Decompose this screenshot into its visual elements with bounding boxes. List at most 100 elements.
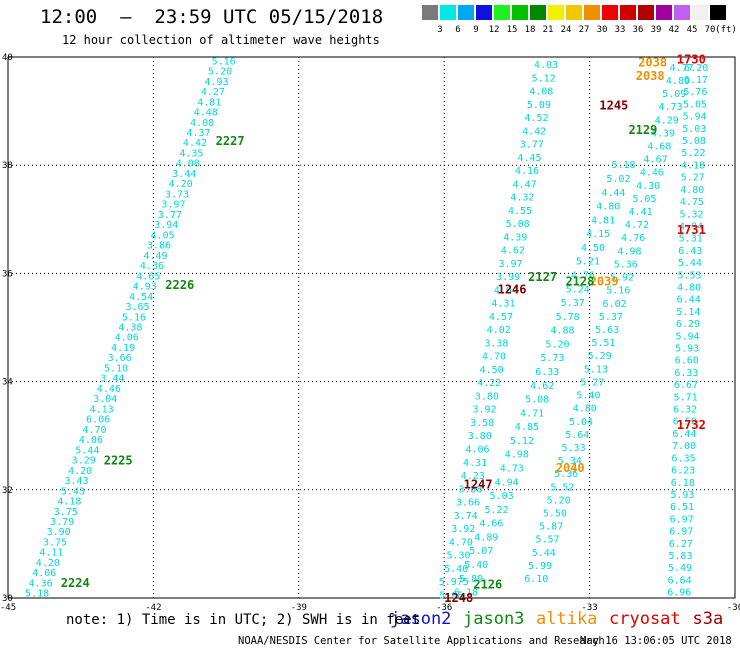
wave-height-value: 3.92 [473, 405, 497, 416]
wave-height-value: 4.70 [82, 425, 106, 436]
legend-label: 27 [578, 25, 590, 35]
wave-height-value: 5.03 [490, 491, 514, 502]
y-tick-label: 40 [2, 53, 13, 63]
wave-height-value: 5.05 [683, 99, 707, 110]
wave-height-value: 4.68 [647, 141, 671, 152]
wave-height-value: 6.67 [674, 380, 698, 391]
wave-height-value: 3.29 [72, 456, 96, 467]
wave-height-value: 6.18 [454, 588, 478, 599]
wave-height-value: 4.04 [494, 285, 518, 296]
wave-height-value: 4.75 [680, 197, 704, 208]
wave-height-value: 5.50 [543, 509, 567, 520]
wave-height-value: 5.07 [469, 546, 493, 557]
wave-height-value: 3.66 [108, 353, 132, 364]
wave-height-value: 5.34 [558, 456, 582, 467]
pass-time-label: 1246 [498, 283, 527, 297]
wave-height-value: 4.06 [115, 333, 139, 344]
wave-height-value: 5.06 [439, 590, 463, 601]
wave-height-value: 4.94 [495, 477, 519, 488]
wave-height-value: 6.23 [671, 466, 695, 477]
satellite-label: s3a [692, 609, 724, 629]
pass-time-label: 1732 [677, 418, 706, 432]
wave-height-value: 6.18 [671, 478, 695, 489]
pass-time-label: 1248 [444, 591, 473, 605]
wave-height-value: 4.06 [32, 568, 56, 579]
wave-height-value: 6.33 [674, 368, 698, 379]
wave-height-value: 4.32 [510, 193, 534, 204]
chart-subtitle: 12 hour collection of altimeter wave hei… [62, 33, 380, 47]
legend-swatch [458, 5, 474, 20]
pass-time-label: 2040 [556, 461, 585, 475]
wave-height-value: 5.33 [562, 443, 586, 454]
wave-height-value: 5.20 [208, 67, 232, 78]
wave-height-value: 4.20 [169, 179, 193, 190]
wave-height-value: 5.14 [676, 307, 700, 318]
wave-height-value: 6.50 [673, 417, 697, 428]
wave-height-value: 4.77 [670, 63, 694, 74]
wave-height-value: 5.18 [25, 589, 49, 600]
wave-height-value: 6.32 [673, 405, 697, 416]
wave-height-value: 5.32 [679, 209, 703, 220]
wave-height-value: 4.22 [477, 378, 501, 389]
wave-height-value: 4.30 [636, 181, 660, 192]
wave-height-value: 4.89 [666, 76, 690, 87]
wave-height-value: 6.44 [677, 295, 701, 306]
legend-label: 15 [506, 25, 518, 35]
wave-height-value: 4.45 [517, 153, 541, 164]
legend-swatch [584, 5, 600, 20]
wave-height-value: 3.80 [468, 431, 492, 442]
x-tick-label: -39 [291, 603, 307, 613]
pass-time-label: 2129 [628, 123, 657, 137]
wave-height-value: 5.57 [535, 535, 559, 546]
wave-height-value: 4.02 [487, 325, 511, 336]
wave-height-value: 4.13 [90, 404, 114, 415]
legend-swatch [710, 5, 726, 20]
wave-height-value: 4.19 [111, 343, 135, 354]
wave-height-value: 6.60 [675, 356, 699, 367]
wave-height-value: 6.43 [678, 246, 702, 257]
y-tick-label: 34 [2, 378, 13, 388]
legend-label: 6 [455, 25, 461, 35]
wave-height-value: 5.36 [554, 469, 578, 480]
wave-height-value: 5.08 [682, 136, 706, 147]
wave-height-value: 6.44 [672, 429, 696, 440]
wave-height-value: 6.64 [668, 575, 692, 586]
wave-height-value: 4.76 [571, 270, 595, 281]
wave-height-value: 3.65 [126, 302, 150, 313]
wave-height-value: 3.75 [43, 537, 67, 548]
wave-height-value: 5.20 [545, 339, 569, 350]
wave-height-value: 4.05 [151, 230, 175, 241]
wave-height-value: 6.97 [669, 527, 693, 538]
footer-timestamp: May 16 13:06:05 UTC 2018 [580, 635, 732, 647]
wave-height-value: 5.05 [632, 194, 656, 205]
satellite-label: jason2 [390, 609, 452, 629]
legend-label: 24 [560, 25, 572, 35]
wave-height-value: 5.08 [506, 219, 530, 230]
legend-swatch [440, 5, 456, 20]
wave-height-value: 3.66 [456, 498, 480, 509]
wave-height-value: 5.36 [614, 259, 638, 270]
wave-height-value: 4.71 [520, 408, 544, 419]
wave-height-value: 4.62 [530, 381, 554, 392]
wave-height-value: 4.18 [57, 497, 81, 508]
pass-time-label: 2128 [565, 275, 594, 289]
wave-height-value: 4.18 [681, 160, 705, 171]
legend-label: 39 [650, 25, 662, 35]
wave-height-value: 4.39 [651, 128, 675, 139]
wave-height-value: 5.40 [464, 560, 488, 571]
wave-height-value: 4.08 [176, 159, 200, 170]
wave-height-value: 4.50 [480, 365, 504, 376]
wave-height-value: 5.93 [675, 344, 699, 355]
satellite-label: jason3 [463, 609, 525, 629]
wave-height-value: 4.73 [658, 102, 682, 113]
wave-height-value: 5.16 [122, 312, 146, 323]
wave-height-value: 4.31 [463, 458, 487, 469]
legend-label: 9 [473, 25, 479, 35]
wave-height-value: 5.78 [556, 312, 580, 323]
wave-height-value: 4.03 [534, 60, 558, 71]
wave-height-value: 4.50 [581, 243, 605, 254]
wave-height-value: 4.80 [573, 404, 597, 415]
wave-height-value: 3.77 [520, 140, 544, 151]
legend-label: 36 [632, 25, 644, 35]
wave-height-value: 5.16 [606, 286, 630, 297]
